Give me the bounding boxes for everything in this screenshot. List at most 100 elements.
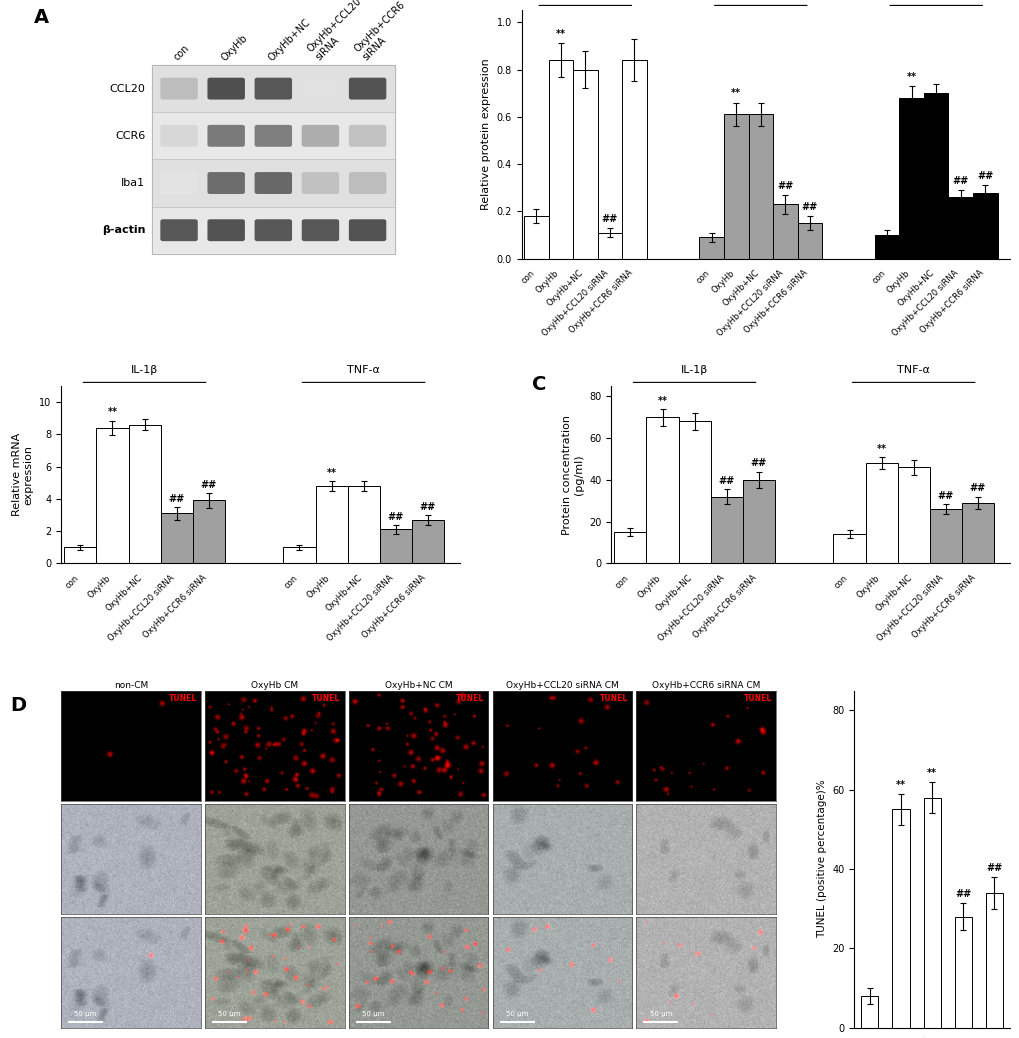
Text: ##: ## bbox=[717, 476, 734, 486]
FancyBboxPatch shape bbox=[207, 125, 245, 146]
Text: 50 μm: 50 μm bbox=[74, 1011, 97, 1016]
Bar bbox=[892, 810, 909, 1028]
Text: ##: ## bbox=[776, 181, 793, 191]
Bar bbox=[923, 93, 948, 258]
Bar bbox=[412, 520, 443, 564]
FancyBboxPatch shape bbox=[160, 172, 198, 194]
Text: OxyHb+CCR6
siRNA: OxyHb+CCR6 siRNA bbox=[352, 0, 415, 62]
Text: **: ** bbox=[107, 408, 117, 417]
Bar bbox=[748, 114, 772, 258]
Bar bbox=[833, 535, 865, 564]
Bar bbox=[646, 417, 678, 564]
Y-axis label: Relative protein expression: Relative protein expression bbox=[481, 59, 490, 211]
Bar bbox=[128, 425, 160, 564]
Text: **: ** bbox=[731, 88, 741, 99]
Bar bbox=[865, 463, 897, 564]
Bar bbox=[315, 486, 347, 564]
Text: IL-1β: IL-1β bbox=[681, 365, 707, 376]
Text: OxyHb: OxyHb bbox=[219, 32, 249, 62]
Text: TUNEL: TUNEL bbox=[455, 693, 484, 703]
FancyBboxPatch shape bbox=[160, 125, 198, 146]
Bar bbox=[742, 480, 774, 564]
FancyBboxPatch shape bbox=[302, 125, 339, 146]
Text: **: ** bbox=[926, 768, 936, 777]
Bar bbox=[874, 236, 899, 258]
Text: C: C bbox=[531, 376, 545, 394]
FancyBboxPatch shape bbox=[302, 172, 339, 194]
Bar bbox=[928, 509, 961, 564]
Text: ##: ## bbox=[969, 484, 985, 493]
Text: 50 μm: 50 μm bbox=[505, 1011, 528, 1016]
Text: ##: ## bbox=[387, 513, 404, 522]
Bar bbox=[613, 532, 646, 564]
Text: Iba1: Iba1 bbox=[121, 177, 146, 188]
Bar bbox=[961, 502, 993, 564]
FancyBboxPatch shape bbox=[207, 219, 245, 241]
Text: CCL20: CCL20 bbox=[109, 84, 146, 93]
Bar bbox=[797, 223, 821, 258]
FancyBboxPatch shape bbox=[152, 65, 394, 112]
Text: ##: ## bbox=[419, 501, 435, 512]
Title: OxyHb+CCR6 siRNA CM: OxyHb+CCR6 siRNA CM bbox=[651, 681, 760, 689]
Text: **: ** bbox=[657, 395, 666, 406]
Text: ##: ## bbox=[936, 491, 953, 500]
Bar bbox=[548, 60, 573, 258]
Text: TNF-α: TNF-α bbox=[346, 365, 380, 376]
Bar bbox=[922, 797, 940, 1028]
Text: TUNEL: TUNEL bbox=[312, 693, 340, 703]
Y-axis label: TUNEL (positive percentage)%: TUNEL (positive percentage)% bbox=[816, 780, 826, 938]
Text: 50 μm: 50 μm bbox=[218, 1011, 240, 1016]
Title: OxyHb+CCL20 siRNA CM: OxyHb+CCL20 siRNA CM bbox=[505, 681, 619, 689]
Bar bbox=[160, 514, 193, 564]
Bar bbox=[597, 233, 622, 258]
Bar bbox=[379, 529, 412, 564]
Bar bbox=[984, 893, 1002, 1028]
Text: TNF-α: TNF-α bbox=[897, 365, 929, 376]
Bar bbox=[97, 428, 128, 564]
FancyBboxPatch shape bbox=[348, 78, 386, 100]
Bar bbox=[723, 114, 748, 258]
Title: OxyHb CM: OxyHb CM bbox=[251, 681, 299, 689]
FancyBboxPatch shape bbox=[255, 172, 291, 194]
Text: OxyHb+CCL20
siRNA: OxyHb+CCL20 siRNA bbox=[305, 0, 371, 62]
Bar bbox=[524, 216, 548, 258]
Text: ##: ## bbox=[954, 889, 970, 899]
Y-axis label: Protein concentration
(pg/ml): Protein concentration (pg/ml) bbox=[561, 414, 583, 535]
FancyBboxPatch shape bbox=[255, 219, 291, 241]
Title: non-CM: non-CM bbox=[114, 681, 148, 689]
Bar bbox=[622, 60, 646, 258]
Text: TUNEL: TUNEL bbox=[599, 693, 628, 703]
Text: **: ** bbox=[326, 468, 336, 477]
Bar bbox=[64, 547, 97, 564]
FancyBboxPatch shape bbox=[348, 125, 386, 146]
Bar bbox=[193, 500, 224, 564]
Bar bbox=[283, 547, 315, 564]
FancyBboxPatch shape bbox=[302, 78, 339, 100]
Text: **: ** bbox=[555, 29, 566, 39]
FancyBboxPatch shape bbox=[160, 78, 198, 100]
Bar bbox=[772, 204, 797, 258]
Text: TUNEL: TUNEL bbox=[168, 693, 197, 703]
Title: OxyHb+NC CM: OxyHb+NC CM bbox=[384, 681, 452, 689]
Text: A: A bbox=[35, 8, 49, 27]
Text: OxyHb+NC: OxyHb+NC bbox=[266, 17, 312, 62]
Text: CCR6: CCR6 bbox=[115, 131, 146, 141]
Bar bbox=[899, 98, 923, 258]
FancyBboxPatch shape bbox=[152, 112, 394, 160]
FancyBboxPatch shape bbox=[152, 160, 394, 207]
Text: ##: ## bbox=[976, 171, 993, 182]
FancyBboxPatch shape bbox=[207, 172, 245, 194]
FancyBboxPatch shape bbox=[348, 172, 386, 194]
Text: ##: ## bbox=[750, 459, 766, 468]
FancyBboxPatch shape bbox=[152, 207, 394, 254]
Text: ##: ## bbox=[168, 494, 184, 503]
FancyBboxPatch shape bbox=[255, 78, 291, 100]
Text: TUNEL: TUNEL bbox=[743, 693, 771, 703]
Text: 50 μm: 50 μm bbox=[362, 1011, 384, 1016]
Text: **: ** bbox=[906, 72, 916, 82]
Text: ##: ## bbox=[201, 480, 217, 490]
FancyBboxPatch shape bbox=[152, 65, 394, 254]
Bar bbox=[972, 192, 997, 258]
Y-axis label: Relative mRNA
expression: Relative mRNA expression bbox=[12, 433, 34, 516]
Bar bbox=[573, 70, 597, 258]
